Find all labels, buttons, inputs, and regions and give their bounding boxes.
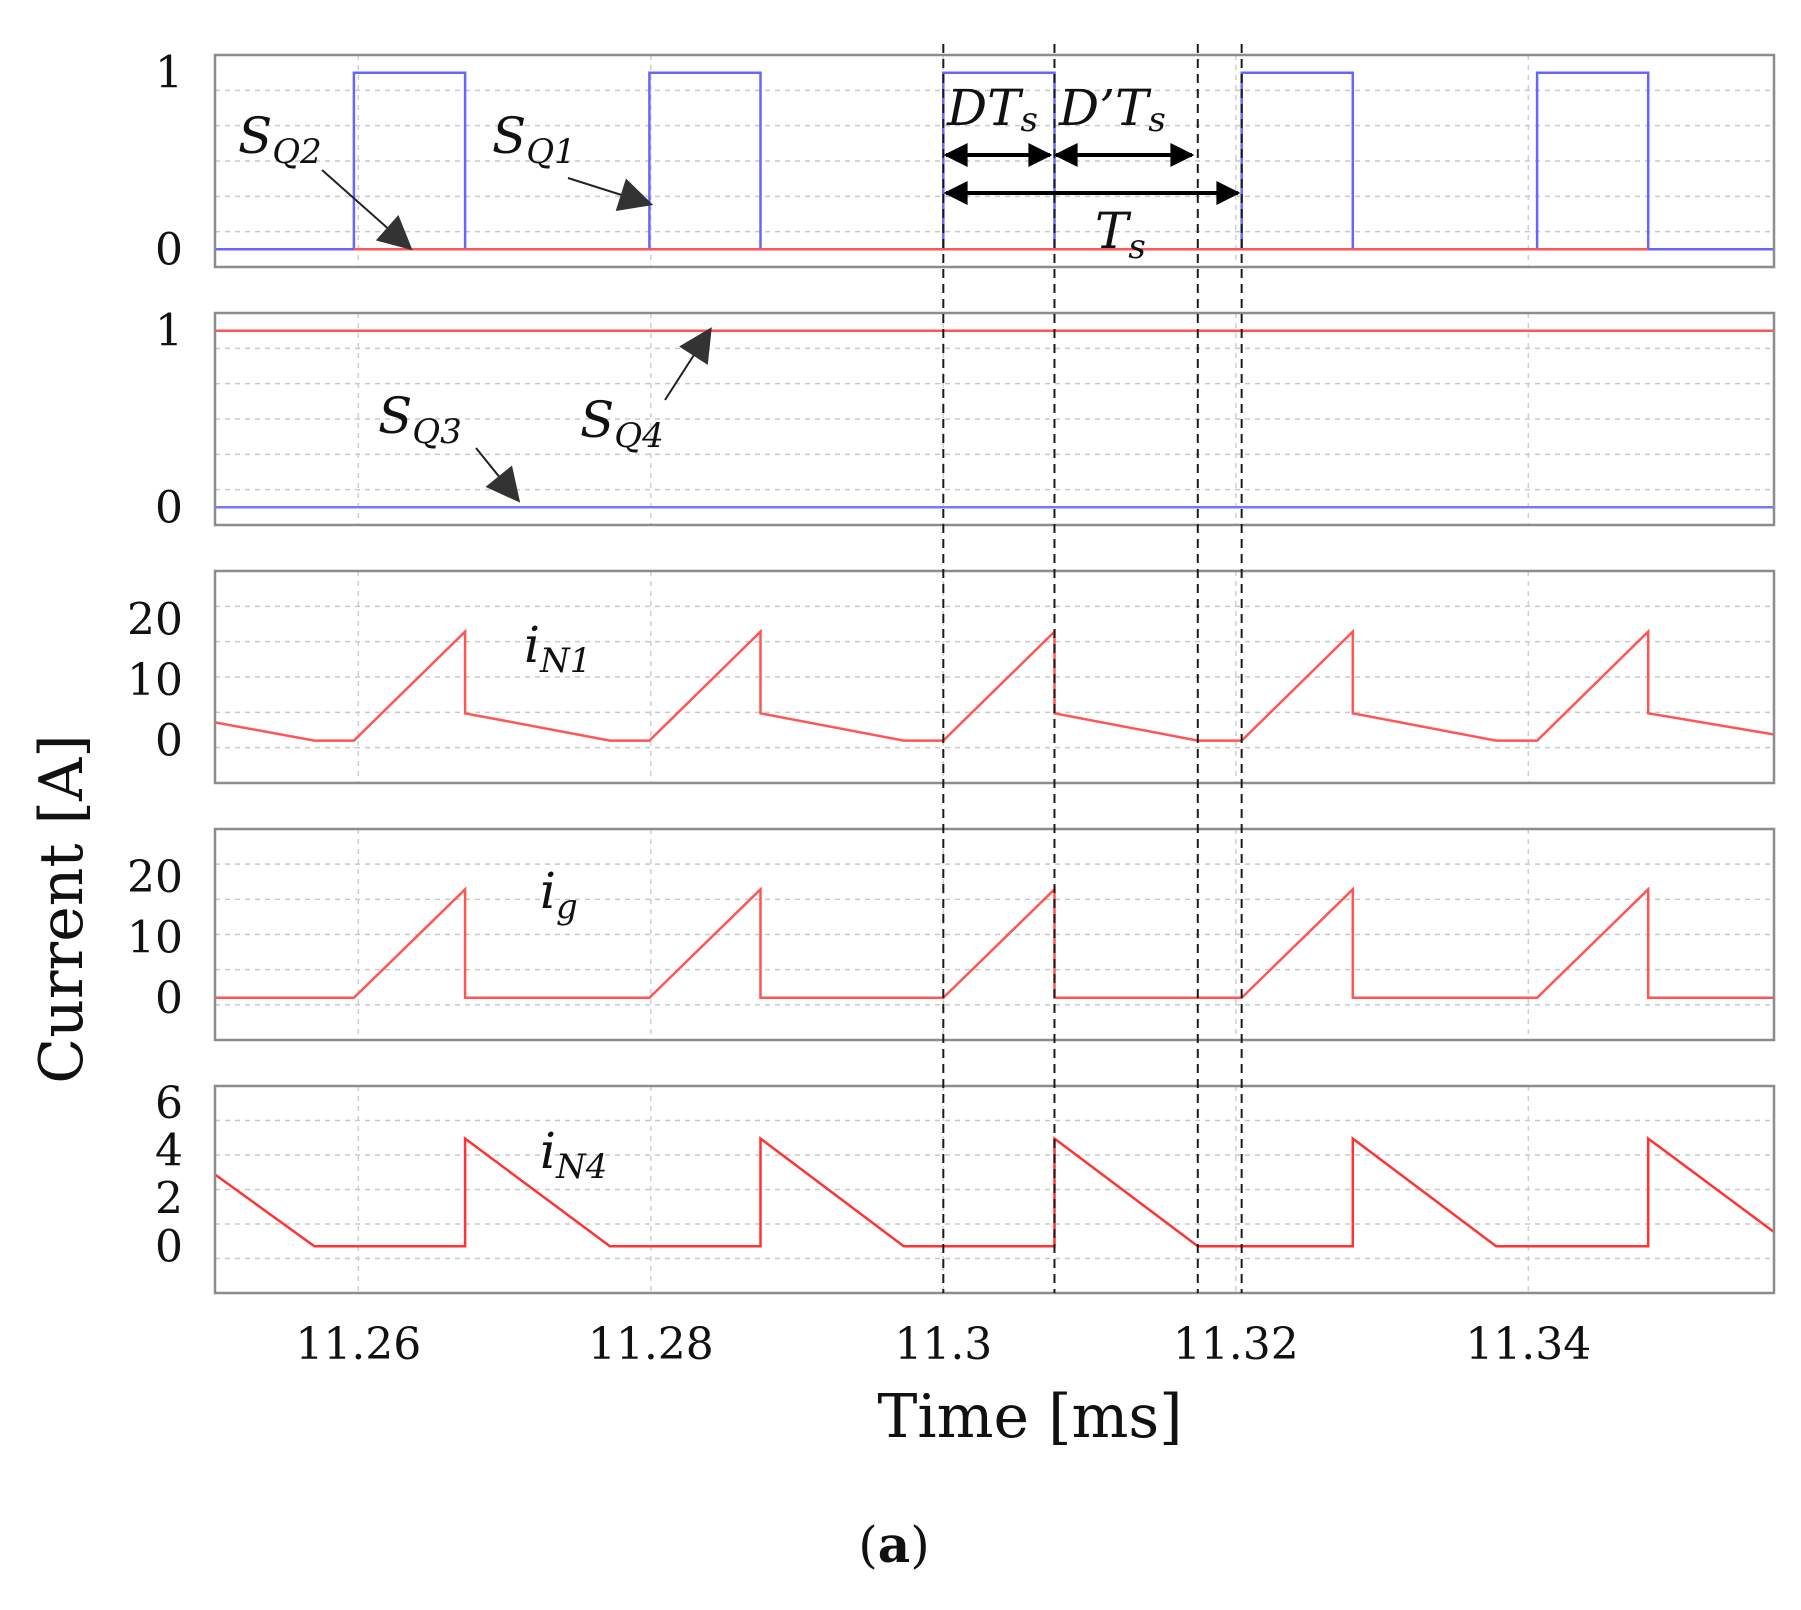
y-tick-label: 2 bbox=[155, 1173, 183, 1224]
label-in1: iN1 bbox=[524, 616, 591, 681]
label-dpts: D’Ts bbox=[1058, 79, 1166, 140]
panel-frame bbox=[213, 53, 1776, 269]
y-axis-title: Current [A] bbox=[27, 734, 97, 1083]
panel-frame bbox=[213, 1084, 1776, 1295]
panel-switching-q1-q2: 10 bbox=[155, 48, 1776, 275]
y-tick-label: 0 bbox=[155, 1221, 183, 1272]
y-tick-label: 0 bbox=[155, 716, 183, 767]
x-tick-label: 11.28 bbox=[588, 1319, 714, 1370]
label-sq2: SQ2 bbox=[238, 107, 322, 172]
panel-frame bbox=[213, 569, 1776, 785]
label-sq1: SQ1 bbox=[492, 107, 576, 172]
y-tick-label: 20 bbox=[127, 594, 183, 645]
figure-caption: (a) bbox=[858, 1515, 929, 1574]
trace-ig bbox=[215, 886, 1774, 1000]
y-tick-label: 6 bbox=[155, 1078, 183, 1129]
label-in4: iN4 bbox=[540, 1122, 607, 1187]
label-ig: ig bbox=[540, 862, 578, 927]
panel-frame bbox=[213, 311, 1776, 527]
x-tick-label: 11.34 bbox=[1465, 1319, 1591, 1370]
callout-arrow-sq3 bbox=[475, 447, 521, 503]
callout-arrow-sq2 bbox=[321, 169, 413, 251]
y-tick-label: 0 bbox=[155, 482, 183, 533]
label-sq3: SQ3 bbox=[378, 387, 462, 452]
y-tick-label: 10 bbox=[127, 913, 183, 964]
panel-current-ig: 20 10 0 bbox=[127, 827, 1776, 1042]
x-tick-label: 11.32 bbox=[1173, 1319, 1299, 1370]
y-tick-label: 0 bbox=[155, 973, 183, 1024]
callout-arrow-sq4 bbox=[664, 327, 712, 401]
y-tick-label: 4 bbox=[155, 1126, 183, 1177]
callout-arrow-sq1 bbox=[567, 177, 654, 211]
label-dts: DTs bbox=[946, 79, 1038, 140]
trace-iN1 bbox=[214, 628, 1775, 742]
label-ts: Ts bbox=[1095, 202, 1146, 267]
y-tick-label: 0 bbox=[155, 224, 183, 275]
panel-frame bbox=[213, 827, 1776, 1042]
y-tick-label: 1 bbox=[155, 48, 183, 99]
x-axis-ticks: 11.26 11.28 11.3 11.32 11.34 bbox=[295, 1319, 1591, 1370]
panel-current-iN1: 20 10 0 bbox=[127, 569, 1776, 785]
panel-switching-q3-q4: 10 bbox=[155, 306, 1776, 533]
y-tick-label: 20 bbox=[127, 852, 183, 903]
x-tick-label: 11.26 bbox=[295, 1319, 421, 1370]
x-tick-label: 11.3 bbox=[894, 1319, 992, 1370]
label-sq4: SQ4 bbox=[580, 391, 664, 456]
y-tick-label: 1 bbox=[155, 306, 183, 357]
x-axis-title: Time [ms] bbox=[877, 1382, 1182, 1452]
y-tick-label: 10 bbox=[127, 655, 183, 706]
period-markers bbox=[942, 44, 1243, 1293]
trace-SQ1 bbox=[215, 71, 1774, 251]
